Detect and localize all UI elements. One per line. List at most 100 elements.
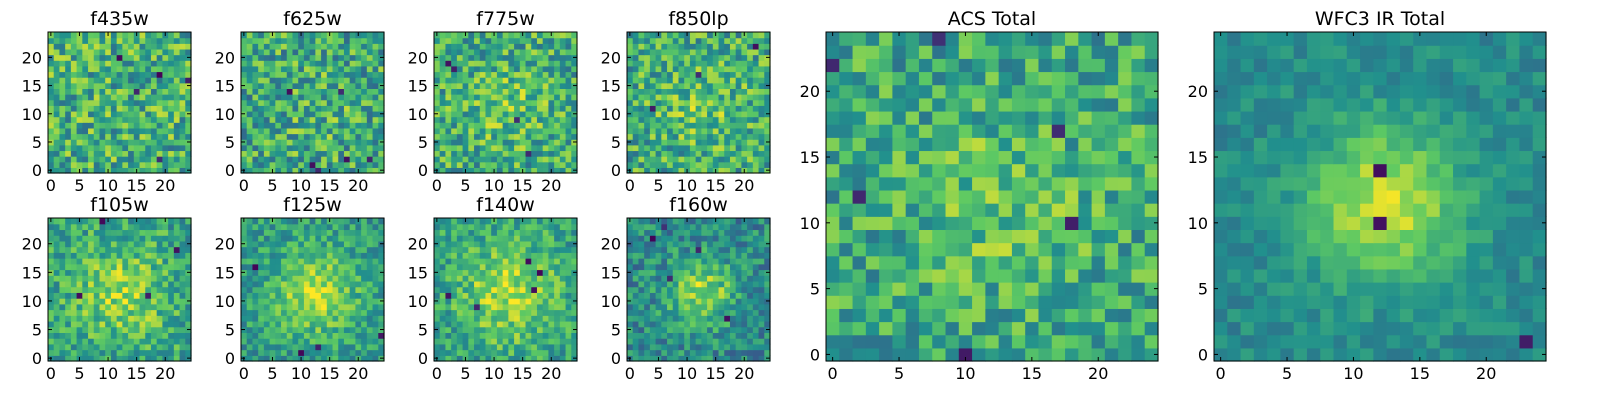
heatmap-cell: [655, 139, 662, 146]
heatmap-cell: [764, 71, 771, 78]
heatmap-cell: [246, 122, 254, 129]
heatmap-cell: [332, 139, 339, 146]
heatmap-cell: [627, 37, 634, 44]
heatmap-cell: [105, 122, 112, 129]
heatmap-cell: [281, 167, 288, 174]
heatmap-cell: [133, 286, 141, 293]
heatmap-cell: [173, 332, 181, 339]
heatmap-cell: [156, 280, 163, 288]
heatmap-cell: [508, 280, 515, 288]
heatmap-cell: [519, 43, 527, 50]
heatmap-cell: [479, 218, 487, 225]
heatmap-cell: [747, 161, 754, 168]
heatmap-cell: [275, 60, 282, 67]
heatmap-cell: [321, 338, 328, 345]
heatmap-cell: [298, 43, 305, 50]
heatmap-cell: [269, 223, 276, 231]
heatmap-cell: [173, 116, 181, 123]
heatmap-cell: [93, 263, 101, 271]
heatmap-cell: [514, 32, 521, 39]
heatmap-cell: [139, 144, 146, 152]
heatmap-cell: [758, 116, 765, 123]
x-tick-label: 5: [460, 176, 470, 195]
heatmap-cell: [474, 60, 481, 67]
panel-title: f105w: [90, 194, 149, 216]
heatmap-cell: [179, 218, 186, 225]
heatmap-cell: [139, 161, 146, 168]
heatmap-cell: [309, 280, 316, 288]
heatmap-cell: [554, 150, 561, 157]
heatmap-cell: [105, 110, 112, 118]
heatmap-cell: [173, 144, 181, 152]
heatmap-cell: [309, 139, 316, 146]
heatmap-cell: [76, 60, 83, 67]
heatmap-cell: [554, 88, 561, 95]
heatmap-cell: [53, 156, 61, 163]
heatmap-cell: [474, 122, 481, 129]
y-tick-label: 5: [225, 321, 235, 340]
heatmap-cell: [116, 82, 123, 89]
heatmap-cell: [303, 94, 311, 101]
heatmap-cell: [554, 292, 561, 299]
heatmap-cell: [133, 269, 141, 276]
heatmap-cell: [695, 133, 702, 140]
heatmap-cell: [508, 298, 515, 305]
heatmap-cell: [349, 110, 356, 118]
heatmap-cell: [695, 139, 702, 146]
heatmap-cell: [661, 122, 668, 129]
heatmap-cell: [122, 48, 129, 56]
heatmap-cell: [502, 82, 509, 89]
heatmap-cell: [372, 258, 379, 265]
heatmap-cell: [343, 235, 351, 242]
heatmap-cell: [303, 292, 311, 299]
heatmap-cell: [632, 150, 640, 157]
heatmap-cell: [139, 309, 146, 316]
y-tick-label: 10: [601, 105, 621, 124]
heatmap-cell: [326, 303, 334, 311]
heatmap-cell: [105, 292, 112, 299]
heatmap-cell: [281, 263, 288, 271]
heatmap-cell: [128, 77, 135, 84]
heatmap-cell: [758, 37, 765, 44]
heatmap-cell: [378, 71, 385, 78]
heatmap-cell: [525, 292, 532, 299]
heatmap-cell: [542, 116, 549, 123]
heatmap-cell: [110, 332, 118, 339]
heatmap-cell: [462, 60, 469, 67]
heatmap-cell: [99, 298, 106, 305]
heatmap-cell: [70, 246, 78, 253]
heatmap-cell: [48, 37, 55, 44]
heatmap-cell: [434, 144, 441, 152]
heatmap-cell: [644, 127, 651, 135]
heatmap-cell: [536, 60, 544, 67]
heatmap-cell: [672, 77, 680, 84]
heatmap-cell: [321, 110, 328, 118]
heatmap-cell: [462, 326, 469, 333]
heatmap-cell: [139, 246, 146, 253]
heatmap-cell: [729, 167, 737, 174]
heatmap-cell: [747, 275, 754, 282]
heatmap-cell: [456, 105, 464, 112]
heatmap-cell: [65, 320, 72, 328]
heatmap-cell: [667, 105, 674, 112]
heatmap-cell: [752, 32, 760, 39]
heatmap-cell: [298, 332, 305, 339]
heatmap-cell: [707, 298, 714, 305]
heatmap-cell: [332, 43, 339, 50]
heatmap-cell: [179, 263, 186, 271]
heatmap-cell: [627, 338, 634, 345]
heatmap-cell: [525, 71, 532, 78]
heatmap-cell: [554, 161, 561, 168]
heatmap-cell: [70, 116, 78, 123]
heatmap-cell: [173, 246, 181, 253]
heatmap-cell: [263, 309, 271, 316]
heatmap-cell: [644, 315, 651, 322]
heatmap-cell: [185, 246, 192, 253]
heatmap-cell: [139, 43, 146, 50]
heatmap-cell: [122, 122, 129, 129]
heatmap-cell: [53, 127, 61, 135]
heatmap-cell: [281, 326, 288, 333]
heatmap-cell: [707, 37, 714, 44]
heatmap-cell: [764, 43, 771, 50]
